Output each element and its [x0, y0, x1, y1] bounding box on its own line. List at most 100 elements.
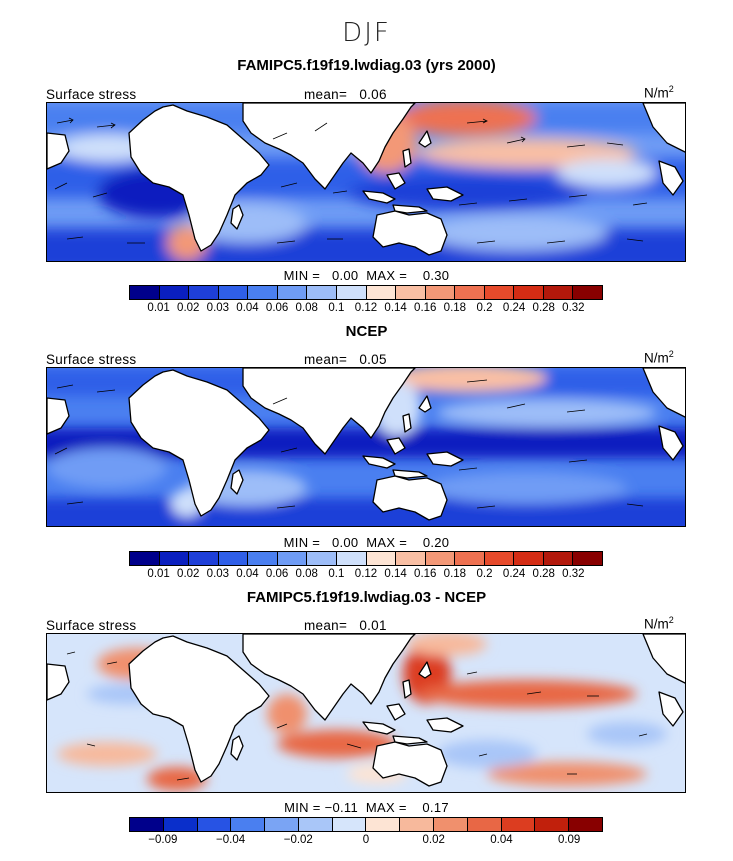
colorbar-tick-label: 0.02: [422, 834, 445, 846]
panel-1-map: [46, 102, 686, 262]
panel-3-units-text: N/m: [644, 616, 669, 632]
colorbar-tick-label: 0.01: [147, 568, 170, 580]
panel-2-mean-label: mean=: [304, 352, 348, 367]
colorbar-tick-label: 0.14: [384, 568, 407, 580]
panel-1-title: FAMIPC5.f19f19.lwdiag.03 (yrs 2000): [237, 57, 496, 74]
panel-3-mean: mean= 0.01: [304, 618, 387, 633]
panel-3-max-value: 0.17: [422, 800, 449, 815]
panel-2-mean: mean= 0.05: [304, 352, 387, 367]
colorbar-swatch: [159, 286, 190, 299]
panel-1-min-value: 0.00: [331, 268, 359, 283]
colorbar-swatch: [159, 552, 190, 565]
colorbar-tick-label: 0.32: [562, 302, 585, 314]
colorbar-swatch: [130, 818, 164, 831]
colorbar-tick-label: 0.24: [502, 568, 526, 580]
wind-vectors: [66, 651, 648, 781]
panel-2-units-text: N/m: [644, 350, 669, 366]
colorbar-swatch: [400, 818, 435, 831]
colorbar-swatch: [543, 552, 574, 565]
colorbar-swatch: [218, 286, 249, 299]
colorbar-tick-label: 0.1: [328, 302, 345, 314]
land-masses: [47, 103, 685, 256]
colorbar-tick-label: 0.12: [354, 302, 378, 314]
colorbar-tick-label: 0.14: [384, 302, 407, 314]
colorbar-tick-label: 0.01: [147, 302, 170, 314]
colorbar-tick-label: 0.32: [562, 568, 585, 580]
colorbar-tick-label: 0.18: [443, 302, 467, 314]
colorbar-tick-label: 0: [362, 834, 370, 846]
colorbar-swatch: [307, 286, 337, 299]
panel-1-units-text: N/m: [644, 85, 669, 101]
panel-1-colorbar-ticks: 0.01 0.02 0.03 0.04 0.06 0.08 0.1 0.12 0.14 0.16 0…: [129, 302, 603, 316]
panel-3-max-label: MAX =: [365, 800, 407, 815]
colorbar-swatch: [277, 552, 308, 565]
panel-2-map-svg: [47, 368, 685, 526]
panel-2-min-label: MIN =: [283, 535, 321, 550]
panel-3-map-svg: [47, 634, 685, 792]
panel-3-variable-label: Surface stress: [46, 618, 137, 633]
colorbar-swatch: [434, 818, 468, 831]
panel-1-variable-label: Surface stress: [46, 87, 137, 102]
colorbar-tick-label: 0.02: [177, 302, 200, 314]
panel-2-variable-label: Surface stress: [46, 352, 137, 367]
colorbar-swatch: [514, 552, 544, 565]
colorbar-swatch: [467, 818, 502, 831]
colorbar-tick-label: 0.1: [328, 568, 345, 580]
colorbar-tick-label: 0.08: [295, 302, 318, 314]
colorbar-swatch: [277, 286, 308, 299]
panel-2-colorbar: [129, 551, 603, 566]
panel-1-units-sup: 2: [668, 84, 674, 94]
colorbar-swatch: [573, 286, 602, 299]
panel-3-title: FAMIPC5.f19f19.lwdiag.03 - NCEP: [246, 589, 487, 606]
colorbar-swatch: [366, 552, 397, 565]
colorbar-swatch: [573, 552, 602, 565]
land-masses: [47, 368, 685, 521]
panel-3-map: [46, 633, 686, 793]
colorbar-swatch: [514, 286, 544, 299]
panel-2-min-value: 0.00: [331, 535, 359, 550]
colorbar-swatch: [218, 552, 249, 565]
colorbar-tick-label: 0.02: [177, 568, 200, 580]
panel-1-mean: mean= 0.06: [304, 87, 387, 102]
panel-3-mean-label: mean=: [304, 618, 348, 633]
colorbar-tick-label: 0.03: [206, 568, 230, 580]
panel-2-units-sup: 2: [668, 349, 674, 359]
land-masses: [47, 634, 685, 787]
colorbar-swatch: [231, 818, 266, 831]
panel-1-max-label: MAX =: [366, 268, 408, 283]
colorbar-tick-label: 0.04: [236, 302, 259, 314]
colorbar-tick-label: 0.04: [236, 568, 259, 580]
colorbar-swatch: [543, 286, 574, 299]
colorbar-swatch: [501, 818, 536, 831]
colorbar-swatch: [484, 286, 515, 299]
colorbar-swatch: [248, 552, 278, 565]
colorbar-tick-label: 0.28: [532, 568, 555, 580]
colorbar-tick-label: 0.16: [414, 568, 437, 580]
colorbar-swatch: [130, 552, 160, 565]
panel-2-minmax: MIN = 0.00 MAX = 0.20: [0, 535, 733, 550]
panel-3-units: N/m2: [644, 615, 674, 632]
panel-2-title: NCEP: [345, 323, 388, 340]
colorbar-swatch: [396, 552, 426, 565]
panel-1-minmax: MIN = 0.00 MAX = 0.30: [0, 268, 733, 283]
panel-3-colorbar: [129, 817, 603, 832]
colorbar-tick-label: 0.2: [476, 302, 493, 314]
colorbar-tick-label: 0.16: [414, 302, 437, 314]
panel-2-max-label: MAX =: [366, 535, 408, 550]
colorbar-swatch: [455, 286, 485, 299]
panel-2-mean-value: 0.05: [359, 352, 387, 367]
colorbar-tick-label: 0.12: [354, 568, 378, 580]
colorbar-swatch: [425, 286, 456, 299]
panel-1-units: N/m2: [644, 84, 674, 101]
colorbar-swatch: [569, 818, 602, 831]
panel-1-colorbar: [129, 285, 603, 300]
colorbar-tick-label: 0.08: [295, 568, 318, 580]
colorbar-swatch: [336, 286, 367, 299]
colorbar-tick-label: −0.09: [148, 834, 178, 846]
colorbar-swatch: [484, 552, 515, 565]
panel-1-mean-value: 0.06: [359, 87, 387, 102]
panel-1-max-value: 0.30: [422, 268, 450, 283]
colorbar-tick-label: 0.03: [206, 302, 230, 314]
panel-1-mean-label: mean=: [304, 87, 348, 102]
colorbar-swatch: [265, 818, 299, 831]
